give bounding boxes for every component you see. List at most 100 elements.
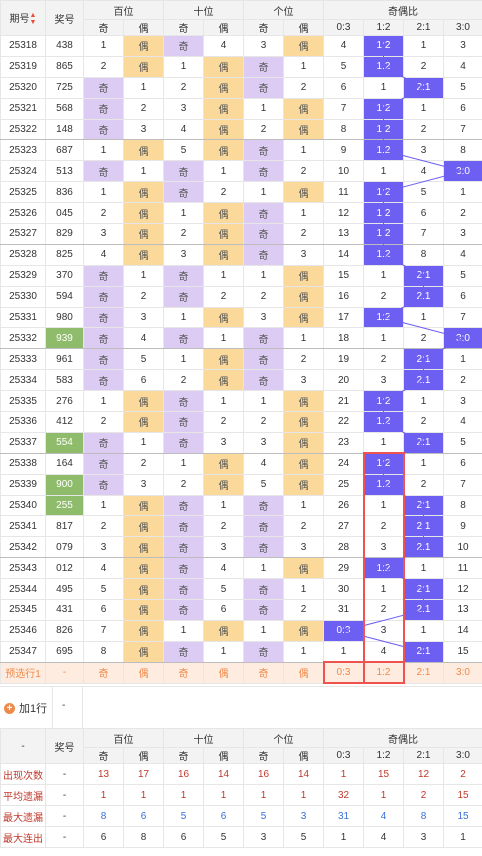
miss-count: 2 <box>243 118 284 141</box>
miss-count: 4 <box>83 557 124 580</box>
add-row-button[interactable]: + 加1行 <box>4 700 47 716</box>
table-row: 25332 939 奇 4 奇 1 奇 1 18 1 2 3:0 <box>0 327 482 350</box>
stats-value: 31 <box>323 805 364 827</box>
stats-value: 1 <box>323 826 364 848</box>
stats-value: 3 <box>403 826 444 848</box>
preselect-cell[interactable]: 奇 <box>163 661 204 684</box>
even-marker: 偶 <box>203 97 244 120</box>
odd-marker: 奇 <box>83 306 124 329</box>
miss-count: 12 <box>443 578 482 601</box>
period-header[interactable]: 期号▲ ▼ <box>0 0 46 36</box>
miss-count: 11 <box>443 557 482 580</box>
preselect-cell[interactable]: 偶 <box>203 661 244 684</box>
preselect-cell[interactable]: 0:3 <box>323 661 364 684</box>
miss-count: 6 <box>123 369 164 392</box>
period-cell: 25341 <box>0 515 46 538</box>
even-marker: 偶 <box>283 97 324 120</box>
period-header-label: 期号 <box>9 13 30 25</box>
prize-cell: 079 <box>45 536 84 559</box>
table-row: 25338 164 奇 2 1 偶 4 偶 24 1:2 1 6 <box>0 452 482 475</box>
add-row-area: + 加1行 - <box>0 686 482 729</box>
prize-cell: 836 <box>45 181 84 204</box>
miss-count: 4 <box>323 35 364 57</box>
miss-count: 2 <box>83 515 124 538</box>
ratio-marker: 2:1 <box>403 369 444 392</box>
miss-count: 1 <box>243 264 284 287</box>
miss-count: 31 <box>323 599 364 621</box>
period-cell: 25321 <box>0 97 46 120</box>
preselect-cell[interactable]: 奇 <box>243 661 284 684</box>
miss-count: 1 <box>403 390 444 413</box>
stats-row-label: 最大连出 <box>0 826 46 848</box>
miss-count: 18 <box>323 327 364 350</box>
odd-marker: 奇 <box>83 97 124 120</box>
prize-cell: 980 <box>45 306 84 329</box>
stats-value: 8 <box>123 826 164 848</box>
odd-marker: 奇 <box>83 452 124 475</box>
preselect-row[interactable]: 预选行1 - 奇 偶 奇 偶 奇 偶 0:3 1:2 2:1 3:0 <box>0 661 482 684</box>
miss-count: 2 <box>163 369 204 392</box>
even-marker: 偶 <box>123 536 164 559</box>
preselect-cell[interactable]: 奇 <box>83 661 124 684</box>
even-marker: 偶 <box>123 139 164 162</box>
ratio-marker: 2:1 <box>403 76 444 99</box>
preselect-cell[interactable]: 1:2 <box>363 661 404 684</box>
sort-icon[interactable]: ▲ ▼ <box>29 12 37 27</box>
odd-marker: 奇 <box>163 35 204 57</box>
miss-count: 4 <box>403 160 444 183</box>
stats-value: 14 <box>203 763 244 785</box>
miss-count: 3 <box>163 243 204 266</box>
miss-count: 2 <box>203 515 244 538</box>
stats-value: 1 <box>363 784 404 806</box>
table-row: 25337 554 奇 1 奇 3 3 偶 23 1 2:1 5 <box>0 431 482 454</box>
even-marker: 偶 <box>203 76 244 99</box>
miss-count: 1 <box>283 139 324 162</box>
miss-count: 1 <box>403 452 444 475</box>
miss-count: 2 <box>123 97 164 120</box>
stats-sub-header: 奇 <box>243 747 284 764</box>
miss-count: 1 <box>363 76 404 99</box>
prize-cell: 012 <box>45 557 84 580</box>
stats-sub-header: 偶 <box>283 747 324 764</box>
preselect-cell[interactable]: 偶 <box>283 661 324 684</box>
stats-row: 出现次数 -13 17 16 14 16 14 1 15 12 2 <box>0 763 482 785</box>
miss-count: 3 <box>443 35 482 57</box>
period-cell: 25332 <box>0 327 46 350</box>
odd-marker: 奇 <box>163 411 204 433</box>
ratio-marker: 1:2 <box>363 306 404 329</box>
period-cell: 25326 <box>0 202 46 225</box>
table-row: 25339 900 奇 3 2 偶 5 偶 25 1:2 2 7 <box>0 473 482 496</box>
period-cell: 25343 <box>0 557 46 580</box>
even-marker: 偶 <box>283 473 324 496</box>
miss-count: 3 <box>363 536 404 559</box>
period-cell: 25328 <box>0 243 46 266</box>
stats-row-label: 平均遗漏 <box>0 784 46 806</box>
miss-count: 2 <box>123 285 164 308</box>
odd-marker: 奇 <box>243 369 284 392</box>
parity-ratio-header: 奇偶比 <box>323 0 482 20</box>
miss-count: 1 <box>403 557 444 580</box>
preselect-cell[interactable]: 偶 <box>123 661 164 684</box>
odd-marker: 奇 <box>243 536 284 559</box>
miss-count: 1 <box>163 202 204 225</box>
even-marker: 偶 <box>123 515 164 538</box>
miss-count: 22 <box>323 411 364 433</box>
preselect-cell[interactable]: 2:1 <box>403 661 444 684</box>
period-cell: 25334 <box>0 369 46 392</box>
miss-count: 2 <box>363 285 404 308</box>
miss-count: 1 <box>83 494 124 517</box>
period-cell: 25337 <box>0 431 46 454</box>
miss-count: 1 <box>403 306 444 329</box>
even-marker: 偶 <box>123 35 164 57</box>
miss-count: 1 <box>243 97 284 120</box>
miss-count: 4 <box>443 55 482 78</box>
miss-count: 2 <box>203 181 244 204</box>
preselect-cell[interactable]: 3:0 <box>443 661 482 684</box>
stats-value: 5 <box>243 805 284 827</box>
stats-value: 14 <box>283 763 324 785</box>
odd-marker: 奇 <box>83 431 124 454</box>
even-marker: 偶 <box>203 202 244 225</box>
even-marker: 偶 <box>283 557 324 580</box>
miss-count: 3 <box>243 306 284 329</box>
ratio-marker: 2:1 <box>403 578 444 601</box>
